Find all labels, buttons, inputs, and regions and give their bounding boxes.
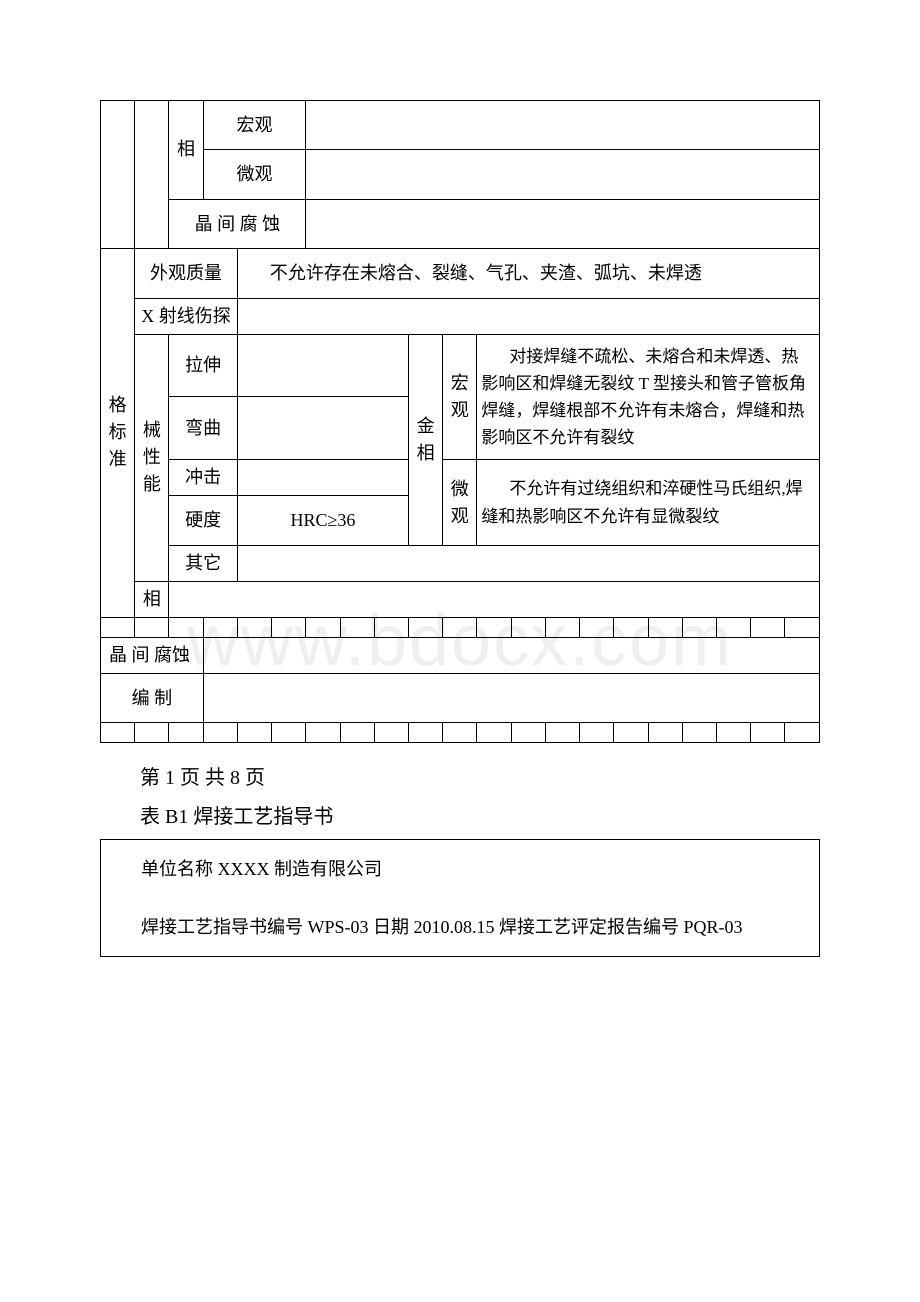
other-cell	[237, 545, 819, 581]
grid-cell	[511, 617, 545, 637]
grid-cell	[545, 723, 579, 743]
top-blank2	[135, 101, 169, 249]
micro2-text: 不允许有过绕组织和淬硬性马氏组织,焊缝和热影响区不允许有显微裂纹	[477, 460, 820, 545]
appearance-text: 不允许存在未熔合、裂缝、气孔、夹渣、弧坑、未焊透	[237, 249, 819, 298]
bend-cell	[237, 397, 408, 460]
grid-cell	[340, 723, 374, 743]
other-label: 其它	[169, 545, 237, 581]
grid-cell	[614, 723, 648, 743]
xray-label: X 射线伤探	[135, 298, 238, 334]
hardness-label: 硬度	[169, 496, 237, 545]
grid-cell	[716, 723, 750, 743]
grid-cell	[785, 723, 820, 743]
grid-cell	[751, 723, 785, 743]
company-line: 单位名称 XXXX 制造有限公司	[101, 840, 819, 898]
xiang2-cell	[169, 581, 820, 617]
macro-cell	[306, 101, 820, 150]
grid-cell	[237, 723, 271, 743]
author-label: 编 制	[101, 673, 204, 722]
corrosion-label: 晶 间 腐 蚀	[169, 199, 306, 248]
wps-line: 焊接工艺指导书编号 WPS-03 日期 2010.08.15 焊接工艺评定报告编…	[101, 898, 819, 956]
grid-cell	[101, 723, 135, 743]
hardness-val: HRC≥36	[237, 496, 408, 545]
grid-cell	[306, 617, 340, 637]
grid-cell	[477, 617, 511, 637]
xiang2-label: 相	[135, 581, 169, 617]
grid-cell	[374, 723, 408, 743]
page-number: 第 1 页 共 8 页	[140, 761, 820, 790]
grid-cell	[203, 617, 237, 637]
corrosion-cell	[306, 199, 820, 248]
micro-label: 微观	[203, 150, 306, 199]
grid-cell	[477, 723, 511, 743]
micro-cell	[306, 150, 820, 199]
grid-cell	[511, 723, 545, 743]
grid-cell	[648, 617, 682, 637]
impact-label: 冲击	[169, 460, 237, 496]
tensile-cell	[237, 334, 408, 397]
grid-cell	[169, 723, 203, 743]
grid-cell	[751, 617, 785, 637]
mech-label: 械性能	[135, 334, 169, 581]
grid-cell	[580, 617, 614, 637]
author-cell	[203, 673, 819, 722]
tensile-label: 拉伸	[169, 334, 237, 397]
xiang-label: 相	[169, 101, 203, 200]
jinxiang-label: 金相	[408, 334, 442, 545]
grid-cell	[272, 617, 306, 637]
grid-cell	[443, 617, 477, 637]
macro-label: 宏观	[203, 101, 306, 150]
grid-cell	[306, 723, 340, 743]
top-left-blank	[101, 101, 135, 249]
micro2-label: 微观	[443, 460, 477, 545]
grid-cell	[614, 617, 648, 637]
macro2-label: 宏观	[443, 334, 477, 460]
grid-cell	[237, 617, 271, 637]
grid-cell	[340, 617, 374, 637]
grid-cell	[374, 617, 408, 637]
grid-cell	[408, 617, 442, 637]
corrosion2-cell	[203, 637, 819, 673]
grid-cell	[545, 617, 579, 637]
grid-cell	[169, 617, 203, 637]
grid-cell	[682, 617, 716, 637]
grid-cell	[580, 723, 614, 743]
corrosion2-label: 晶 间 腐蚀	[101, 637, 204, 673]
grid-cell	[135, 723, 169, 743]
impact-cell	[237, 460, 408, 496]
bend-label: 弯曲	[169, 397, 237, 460]
std-label: 格标准	[101, 249, 135, 618]
main-spec-table: 相 宏观 微观 晶 间 腐 蚀 格标准 外观质量 不允许存在未熔合、裂缝、气孔、…	[100, 100, 820, 743]
table2-title: 表 B1 焊接工艺指导书	[140, 800, 820, 829]
grid-cell	[682, 723, 716, 743]
appearance-label: 外观质量	[135, 249, 238, 298]
wps-info-box: 单位名称 XXXX 制造有限公司 焊接工艺指导书编号 WPS-03 日期 201…	[100, 839, 820, 957]
grid-cell	[716, 617, 750, 637]
grid-cell	[648, 723, 682, 743]
grid-cell	[135, 617, 169, 637]
grid-cell	[203, 723, 237, 743]
grid-cell	[785, 617, 820, 637]
grid-cell	[443, 723, 477, 743]
macro2-text: 对接焊缝不疏松、未熔合和未焊透、热影响区和焊缝无裂纹 T 型接头和管子管板角焊缝…	[477, 334, 820, 460]
grid-cell	[101, 617, 135, 637]
xray-cell	[237, 298, 819, 334]
grid-cell	[408, 723, 442, 743]
grid-cell	[272, 723, 306, 743]
